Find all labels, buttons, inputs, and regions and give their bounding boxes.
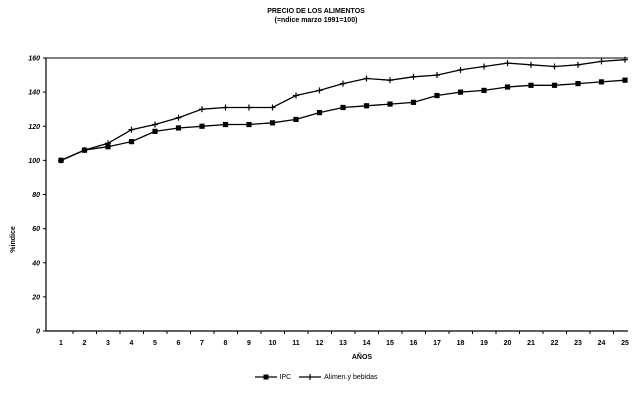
ipc-point	[222, 121, 229, 128]
legend-label: Alimen.y bebidas	[324, 373, 378, 381]
y-axis-label: %indice	[10, 226, 17, 253]
x-tick-label: 5	[153, 340, 157, 347]
ipc-point	[434, 92, 440, 99]
ipc-point	[246, 121, 252, 128]
ipc-point	[152, 128, 158, 134]
ipc-point	[363, 103, 370, 109]
alimentos-point	[363, 75, 370, 82]
y-tick-label: 60	[32, 226, 40, 233]
alimentos-point	[340, 80, 346, 87]
ipc-point	[457, 89, 464, 95]
alimentos-point	[152, 121, 158, 128]
alimentos-point	[199, 106, 205, 113]
chart-title: PRECIO DE LOS ALIMENTOS	[267, 8, 365, 15]
y-tick-label: 0	[36, 329, 40, 336]
x-tick-label: 17	[433, 340, 441, 347]
x-tick-label: 22	[551, 340, 559, 347]
legend-item-alimentos: Alimen.y bebidas	[299, 373, 377, 381]
y-tick-label: 120	[28, 124, 40, 131]
ipc-point	[387, 101, 393, 107]
x-tick-label: 2	[83, 340, 87, 347]
ipc-point	[175, 125, 182, 131]
x-tick-label: 24	[598, 340, 606, 347]
ipc-point	[528, 82, 534, 88]
x-tick-label: 6	[177, 340, 181, 347]
ipc-point	[128, 139, 135, 145]
alimentos-point	[528, 61, 534, 68]
ipc-point	[598, 79, 605, 85]
ipc-point	[316, 110, 323, 116]
alimentos-point	[598, 58, 605, 65]
alimentos-point	[246, 104, 252, 111]
ipc-point	[551, 82, 558, 88]
ipc-point	[105, 144, 111, 150]
alimentos-point	[551, 63, 558, 70]
alimentos-point	[387, 77, 393, 84]
x-tick-label: 19	[480, 340, 488, 347]
y-tick-label: 40	[31, 260, 40, 267]
ipc-point	[199, 123, 205, 129]
x-tick-label: 9	[247, 340, 251, 347]
x-tick-label: 20	[504, 340, 512, 347]
y-tick-label: 160	[28, 56, 40, 63]
x-tick-label: 11	[292, 340, 300, 347]
x-tick-label: 1	[59, 340, 63, 347]
alimentos-point	[269, 104, 276, 111]
ipc-point	[269, 120, 276, 126]
ipc-point	[504, 84, 511, 90]
alimentos-point	[622, 56, 628, 63]
ipc-point	[622, 77, 628, 83]
chart-subtitle: (=ndice marzo 1991=100)	[274, 17, 358, 24]
x-tick-label: 12	[316, 340, 324, 347]
y-tick-label: 80	[32, 192, 40, 199]
alimentos-point	[293, 92, 299, 99]
x-tick-label: 15	[386, 340, 394, 347]
chart-legend: IPC Alimen.y bebidas	[0, 373, 632, 383]
alimentos-point	[58, 157, 64, 164]
x-tick-label: 21	[527, 340, 535, 347]
x-tick-label: 18	[457, 340, 465, 347]
alimentos-point	[457, 66, 464, 73]
y-tick-label: 140	[28, 90, 40, 97]
ipc-point	[340, 104, 346, 111]
ipc-point	[575, 80, 581, 87]
ipc-point	[293, 116, 299, 123]
alimentos-point	[575, 61, 581, 68]
ipc-point	[481, 87, 487, 94]
series-line-ipc	[60, 79, 626, 161]
alimentos-point	[410, 73, 417, 80]
alimentos-point	[81, 147, 88, 154]
alimentos-point	[481, 63, 487, 70]
y-tick-label: 20	[31, 294, 40, 301]
y-tick-label: 100	[28, 158, 40, 165]
alimentos-point	[175, 114, 182, 121]
x-tick-label: 16	[410, 340, 418, 347]
legend-swatch	[254, 374, 277, 380]
x-tick-label: 10	[269, 340, 277, 347]
legend-item-ipc: IPC	[254, 373, 292, 381]
x-tick-label: 13	[339, 340, 347, 347]
alimentos-point	[128, 126, 135, 133]
alimentos-point	[504, 60, 511, 67]
x-tick-label: 3	[106, 340, 110, 347]
x-tick-label: 25	[621, 340, 629, 347]
alimentos-point	[316, 87, 323, 94]
alimentos-point	[105, 140, 111, 147]
x-tick-label: 7	[200, 340, 204, 347]
x-axis-label: AÑOS	[352, 352, 373, 361]
x-tick-label: 23	[574, 340, 582, 347]
legend-swatch	[299, 374, 322, 380]
x-tick-label: 8	[224, 340, 228, 347]
alimentos-point	[434, 72, 440, 79]
x-tick-label: 4	[130, 340, 134, 347]
ipc-point	[410, 99, 417, 105]
alimentos-point	[222, 104, 229, 111]
x-tick-label: 14	[363, 340, 371, 347]
legend-label: IPC	[279, 373, 292, 381]
